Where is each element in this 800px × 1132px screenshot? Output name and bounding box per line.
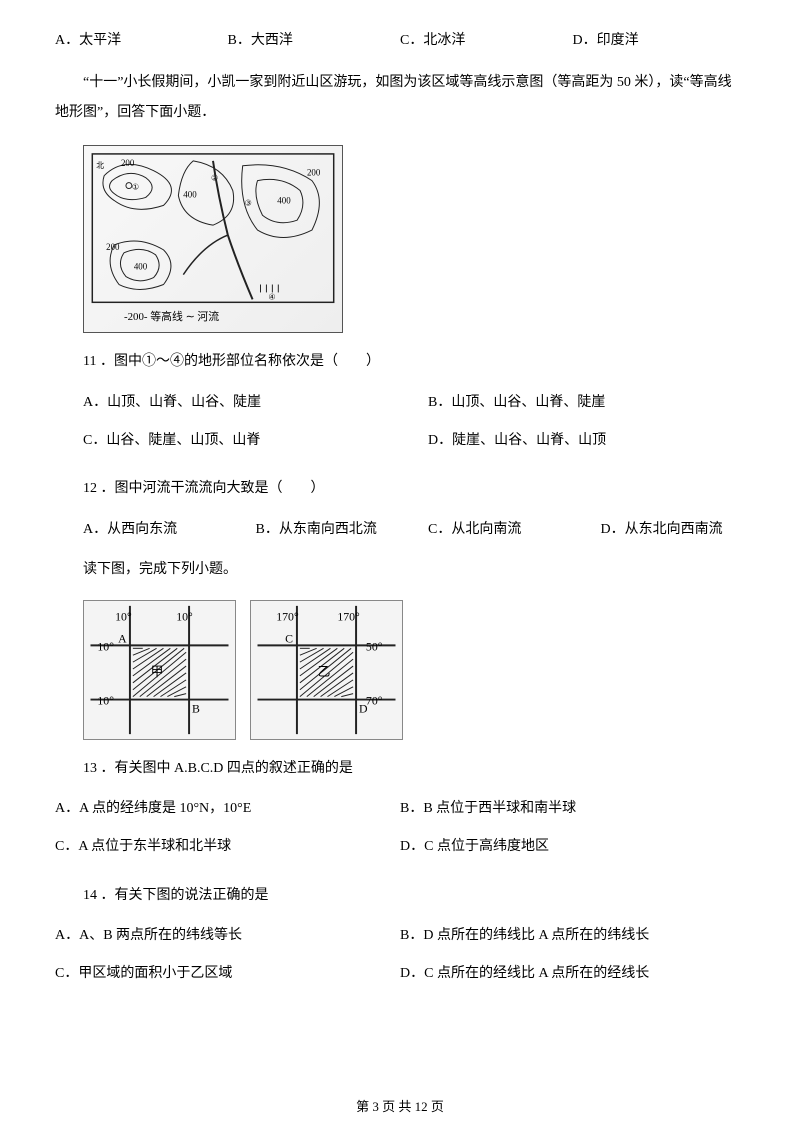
opt-c: C．北冰洋: [400, 30, 573, 52]
q14-stem: 14 ．有关下图的说法正确的是: [55, 885, 745, 907]
svg-text:④: ④: [268, 293, 275, 302]
q12-d: D．从东北向西南流: [573, 519, 746, 541]
lat-label: 10°: [97, 639, 114, 653]
latlon-diagram: 10° 10° 10° 10° A B 甲 170° 170°: [83, 600, 403, 740]
page-footer: 第 3 页 共 12 页: [0, 1097, 800, 1118]
point-a: A: [118, 631, 127, 645]
lat-label: 70°: [366, 693, 383, 707]
q14-d: D．C 点所在的经线比 A 点所在的经线长: [400, 963, 745, 985]
contour-label: 400: [277, 196, 291, 206]
contour-label: 400: [183, 190, 197, 200]
panel-jia: 10° 10° 10° 10° A B 甲: [83, 600, 236, 740]
q12-b: B．从东南向西北流: [228, 519, 401, 541]
lon-label: 170°: [276, 609, 299, 623]
q13-d: D．C 点位于高纬度地区: [400, 836, 745, 858]
q12-stem: 12 ．图中河流干流流向大致是（ ）: [55, 478, 745, 500]
point-b: B: [192, 701, 200, 715]
svg-text:①: ①: [132, 183, 139, 192]
q13-b: B．B 点位于西半球和南半球: [400, 798, 745, 820]
lat-label: 10°: [97, 693, 114, 707]
q14-a: A．A、B 两点所在的纬线等长: [55, 925, 400, 947]
panel-yi: 170° 170° 50° 70° C D 乙: [250, 600, 403, 740]
q12-c: C．从北向南流: [400, 519, 573, 541]
q11-b: B．山顶、山谷、山脊、陡崖: [400, 392, 745, 414]
lon-label: 10°: [176, 609, 193, 623]
lon-label: 170°: [337, 609, 360, 623]
contour-label: 200: [106, 242, 120, 252]
contour-label: 200: [121, 158, 135, 168]
map-legend: -200- 等高线 ∼ 河流: [124, 309, 219, 323]
q12-a: A．从西向东流: [55, 519, 228, 541]
q13-a: A．A 点的经纬度是 10°N，10°E: [55, 798, 400, 820]
q13-stem: 13 ．有关图中 A.B.C.D 四点的叙述正确的是: [55, 758, 745, 780]
svg-text:北: 北: [96, 161, 104, 170]
q11-d: D．陡崖、山谷、山脊、山顶: [400, 430, 745, 452]
region-label: 乙: [318, 664, 331, 678]
contour-label: 200: [307, 168, 321, 178]
q13-options: A．A 点的经纬度是 10°N，10°E B．B 点位于西半球和南半球 C．A …: [55, 798, 745, 875]
passage-latlon: 读下图，完成下列小题。: [55, 559, 745, 581]
lat-label: 50°: [366, 639, 383, 653]
q14-c: C．甲区域的面积小于乙区域: [55, 963, 400, 985]
svg-text:③: ③: [245, 199, 252, 208]
q13-c: C．A 点位于东半球和北半球: [55, 836, 400, 858]
contour-svg: 200 ① 400 ② 200 400 ③ 400 200 ④ 北 -200- …: [84, 146, 342, 332]
passage-contour: “十一”小长假期间，小凯一家到附近山区游玩，如图为该区域等高线示意图（等高距为 …: [55, 68, 745, 127]
q11-c: C．山谷、陡崖、山顶、山脊: [55, 430, 400, 452]
q11-options: A．山顶、山脊、山谷、陡崖 B．山顶、山谷、山脊、陡崖 C．山谷、陡崖、山顶、山…: [55, 392, 745, 469]
q11-a: A．山顶、山脊、山谷、陡崖: [55, 392, 400, 414]
point-c: C: [285, 631, 293, 645]
q11-stem: 11 ．图中①～④的地形部位名称依次是（ ）: [55, 351, 745, 373]
opt-a: A．太平洋: [55, 30, 228, 52]
opt-d: D．印度洋: [573, 30, 746, 52]
q14-options: A．A、B 两点所在的纬线等长 B．D 点所在的纬线比 A 点所在的纬线长 C．…: [55, 925, 745, 1002]
region-label: 甲: [151, 664, 164, 678]
contour-label: 400: [134, 262, 148, 272]
q12-options: A．从西向东流 B．从东南向西北流 C．从北向南流 D．从东北向西南流: [55, 519, 745, 541]
point-d: D: [359, 701, 368, 715]
contour-map-image: 200 ① 400 ② 200 400 ③ 400 200 ④ 北 -200- …: [83, 145, 343, 333]
opt-b: B．大西洋: [228, 30, 401, 52]
q14-b: B．D 点所在的纬线比 A 点所在的纬线长: [400, 925, 745, 947]
lon-label: 10°: [115, 609, 132, 623]
option-row-q10: A．太平洋 B．大西洋 C．北冰洋 D．印度洋: [55, 30, 745, 52]
